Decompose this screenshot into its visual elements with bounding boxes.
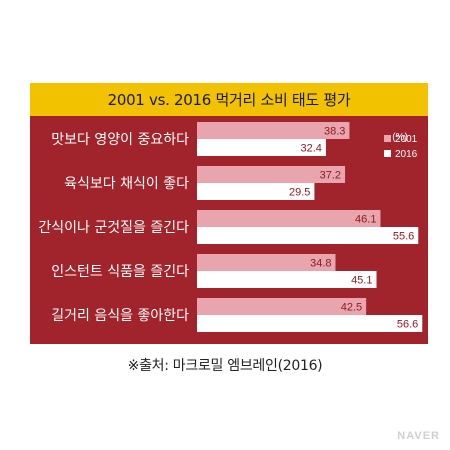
bar-chart-plot: 맛보다 영양이 중요하다 38.332.4 육식보다 채식이 좋다 37.2 29.5 간… — [38, 122, 423, 332]
category-label: 육식보다 채식이 좋다 — [64, 176, 189, 192]
data-label: 45.1 — [351, 275, 372, 287]
unit-label: (%) — [392, 132, 408, 143]
bar-2016 — [197, 139, 326, 156]
bar-2001 — [197, 166, 346, 183]
data-label: 38.3 — [324, 126, 345, 138]
bar-2016 — [197, 315, 423, 332]
data-label: 55.6 — [393, 231, 414, 243]
legend-swatch — [384, 135, 391, 142]
legend-label: 2001 — [395, 134, 418, 145]
category-label: 맛보다 영양이 중요하다 — [51, 132, 189, 148]
category-label: 길거리 음식을 좋아한다 — [51, 308, 189, 324]
data-label: 29.5 — [289, 187, 310, 199]
data-label: 34.8 — [310, 258, 331, 270]
chart-title: 2001 vs. 2016 먹거리 소비 태도 평가 — [107, 91, 351, 109]
bar-2001 — [197, 122, 350, 139]
bar-2016 — [197, 271, 377, 288]
chart-title-bar: 2001 vs. 2016 먹거리 소비 태도 평가 — [30, 83, 428, 116]
bar-2016 — [197, 183, 315, 200]
legend-label: 2016 — [395, 149, 418, 160]
data-label: 42.5 — [341, 302, 362, 314]
bar-2016 — [197, 227, 419, 244]
category-label: 간식이나 군것질을 즐긴다 — [38, 220, 189, 236]
data-label: 46.1 — [355, 214, 376, 226]
data-label: 37.2 — [320, 170, 341, 182]
bar-2001 — [197, 298, 367, 315]
data-label: 56.6 — [397, 319, 418, 331]
bar-2001 — [197, 254, 336, 271]
bar-2001 — [197, 210, 381, 227]
category-label: 인스턴트 식품을 즐긴다 — [51, 264, 189, 280]
legend-swatch — [384, 150, 391, 157]
data-label: 32.4 — [301, 143, 322, 155]
naver-watermark: NAVER — [397, 430, 440, 442]
source-note: ※출처: 마크로밀 엠브레인(2016) — [127, 358, 323, 374]
